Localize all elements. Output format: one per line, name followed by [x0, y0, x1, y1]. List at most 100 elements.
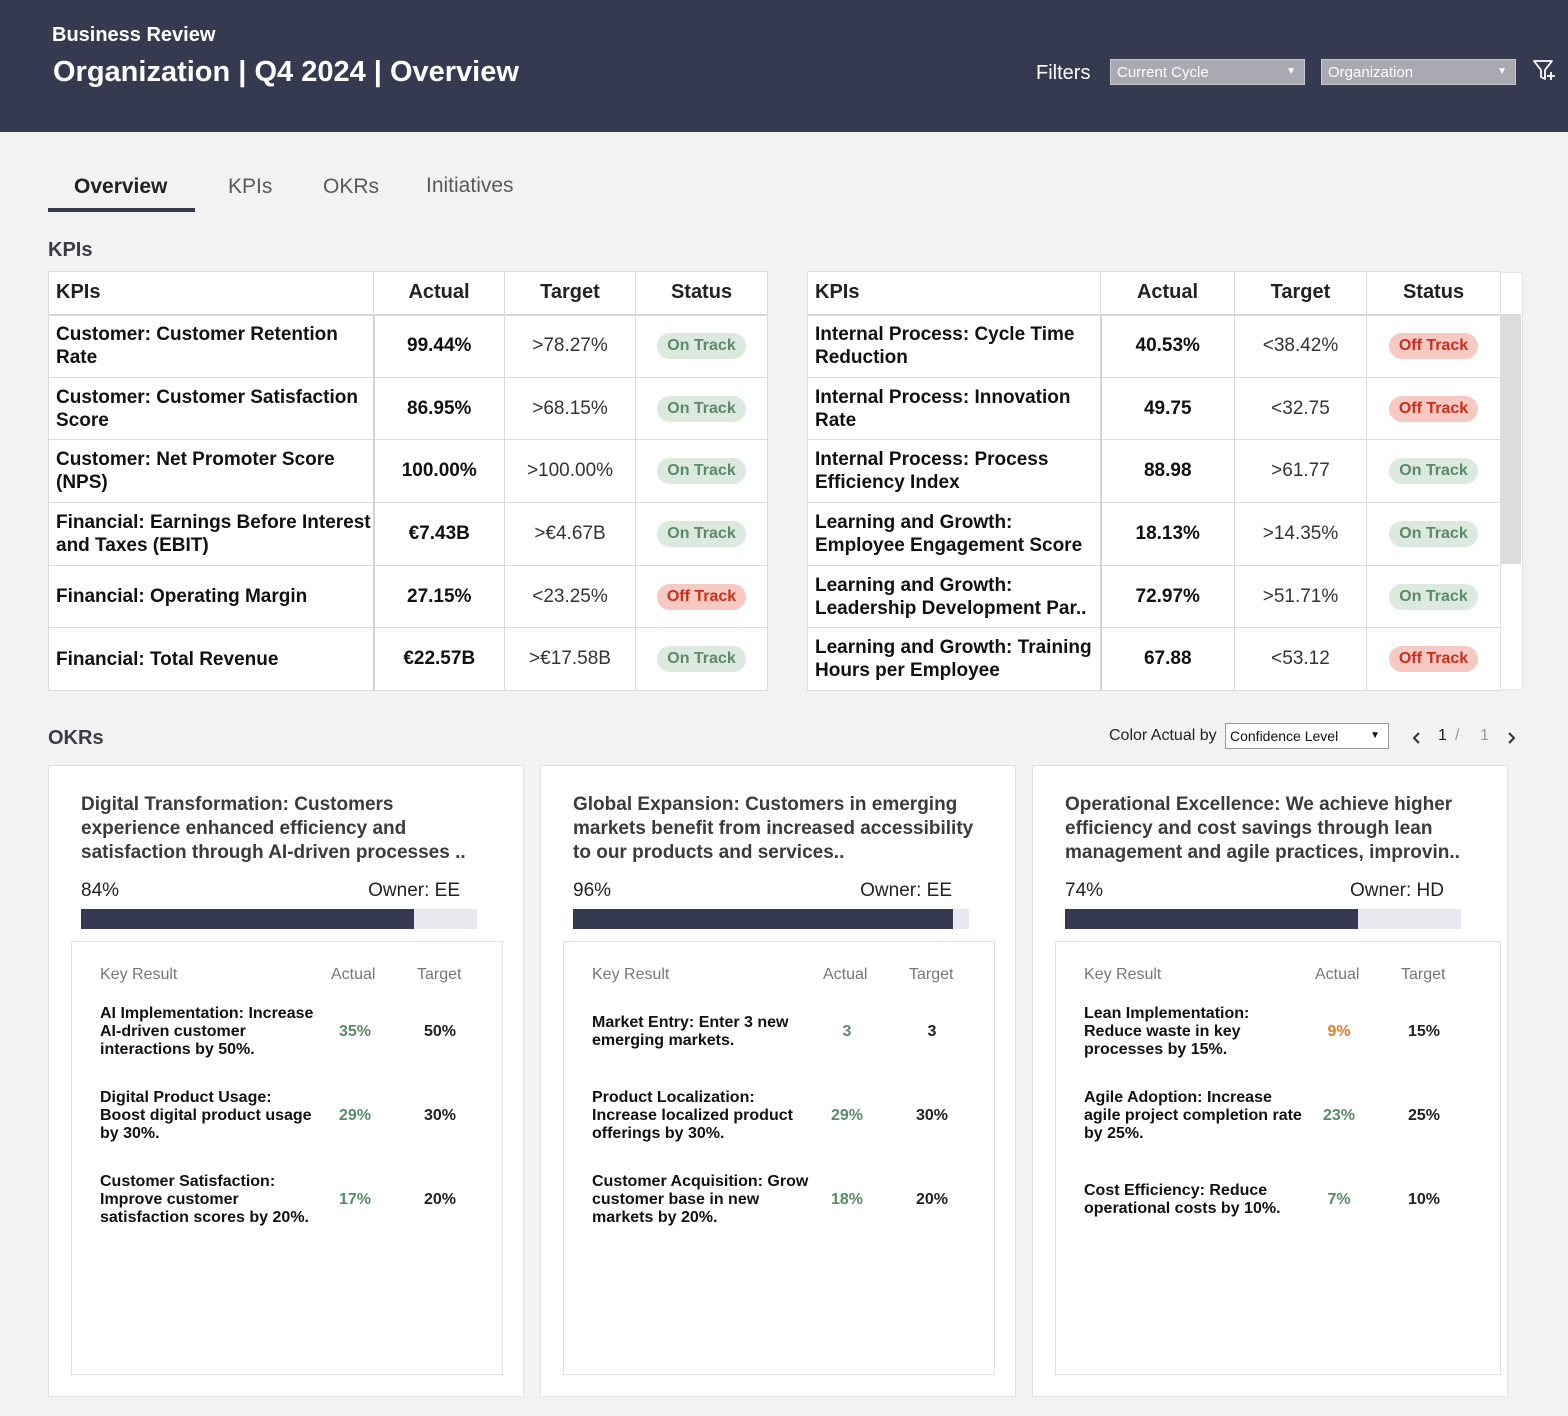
kpi-actual: €22.57B — [373, 627, 505, 692]
kpi-target: >51.71% — [1234, 564, 1367, 629]
okr-progress-label: 84% — [81, 880, 120, 901]
actual-header: Actual — [823, 966, 868, 983]
kpi-row[interactable]: Learning and Growth: Training Hours per … — [807, 627, 1501, 692]
key-results-panel: Key Result Actual Target AI Implementation:… — [71, 941, 503, 1375]
tab-initiatives[interactable]: Initiatives — [426, 174, 514, 197]
key-result-actual: 29% — [830, 1107, 864, 1124]
kpi-section-title: KPIs — [48, 239, 93, 261]
tab-kpis[interactable]: KPIs — [228, 175, 273, 198]
kpi-actual: 49.75 — [1100, 376, 1235, 441]
kpi-name: Customer: Customer Satisfaction Score — [48, 376, 375, 441]
kpi-row[interactable]: Internal Process: Cycle Time Reduction 40… — [807, 314, 1501, 378]
filter-icon[interactable] — [1532, 58, 1558, 84]
kpi-row[interactable]: Financial: Earnings Before Interest and … — [48, 502, 768, 566]
tab-okrs[interactable]: OKRs — [323, 175, 380, 198]
key-result-target: 10% — [1407, 1191, 1441, 1208]
kpi-target: <32.75 — [1234, 376, 1367, 441]
column-header-target[interactable]: Target — [1234, 271, 1367, 316]
okr-progress-label: 96% — [573, 880, 612, 901]
key-result-row[interactable]: Cost Efficiency: Reduce operational cost… — [1084, 1158, 1514, 1242]
okr-title: Operational Excellence: We achieve highe… — [1065, 794, 1460, 863]
column-header-target[interactable]: Target — [504, 271, 636, 316]
key-result-row[interactable]: Lean Implementation: Reduce waste in key… — [1084, 990, 1514, 1074]
column-header-kpis[interactable]: KPIs — [48, 271, 374, 316]
kpi-status-cell: On Track — [635, 439, 768, 504]
kpi-row[interactable]: Internal Process: Process Efficiency Ind… — [807, 439, 1501, 504]
color-actual-by-label: Color Actual by — [1109, 727, 1217, 744]
kpi-name: Financial: Operating Margin — [48, 564, 375, 629]
key-result-row[interactable]: Market Entry: Enter 3 new emerging marke… — [592, 990, 1022, 1074]
okr-owner: Owner: EE — [860, 880, 952, 901]
kpi-status-cell: On Track — [635, 314, 768, 378]
kpi-target: <38.42% — [1234, 314, 1367, 378]
okr-card[interactable]: Operational Excellence: We achieve highe… — [1032, 765, 1508, 1397]
column-header-status[interactable]: Status — [1366, 271, 1501, 316]
kpi-status-cell: On Track — [635, 502, 768, 566]
key-result-row[interactable]: Customer Satisfaction: Improve customer … — [100, 1158, 530, 1242]
active-tab-indicator — [48, 208, 195, 212]
kpi-target: >100.00% — [504, 439, 636, 504]
key-result-name: Product Localization: Increase localized… — [592, 1089, 793, 1142]
kpi-name: Customer: Net Promoter Score (NPS) — [48, 439, 375, 504]
okr-progress-fill — [81, 909, 414, 929]
page-separator: / — [1455, 727, 1460, 744]
kpi-status-cell: Off Track — [1366, 314, 1501, 378]
organization-filter-select[interactable]: Organization ▼ — [1321, 59, 1516, 85]
key-result-row[interactable]: Customer Acquisition: Grow customer base… — [592, 1158, 1022, 1242]
chevron-left-icon[interactable] — [1410, 730, 1424, 746]
status-badge: Off Track — [1388, 395, 1479, 422]
kpi-row[interactable]: Customer: Net Promoter Score (NPS) 100.00… — [48, 439, 768, 504]
tab-overview[interactable]: Overview — [74, 175, 168, 198]
column-header-kpis[interactable]: KPIs — [807, 271, 1101, 316]
cycle-filter-select[interactable]: Current Cycle ▼ — [1110, 59, 1305, 85]
key-result-row[interactable]: AI Implementation: Increase AI-driven cu… — [100, 990, 530, 1074]
color-actual-by-value: Confidence Level — [1230, 728, 1339, 744]
kpi-name: Internal Process: Cycle Time Reduction — [807, 314, 1102, 378]
okr-owner: Owner: EE — [368, 880, 460, 901]
chevron-down-icon: ▼ — [1497, 66, 1507, 77]
page-subtitle: Business Review — [52, 24, 216, 46]
kpi-row[interactable]: Customer: Customer Retention Rate 99.44% >… — [48, 314, 768, 378]
kpi-actual: 67.88 — [1100, 627, 1235, 692]
page-current: 1 — [1438, 727, 1447, 744]
key-result-name: AI Implementation: Increase AI-driven cu… — [100, 1005, 314, 1058]
key-result-row[interactable]: Agile Adoption: Increase agile project c… — [1084, 1074, 1514, 1158]
kpi-row[interactable]: Learning and Growth: Leadership Developm… — [807, 564, 1501, 629]
key-result-target: 15% — [1407, 1023, 1441, 1040]
okr-card[interactable]: Digital Transformation: Customers experi… — [48, 765, 524, 1397]
okr-progress-bar — [81, 909, 477, 929]
color-actual-by-select[interactable]: Confidence Level ▼ — [1225, 723, 1389, 749]
column-header-actual[interactable]: Actual — [1100, 271, 1235, 316]
organization-filter-value: Organization — [1328, 64, 1414, 81]
kpi-table-scrollbar-thumb[interactable] — [1500, 314, 1521, 564]
column-header-status[interactable]: Status — [635, 271, 768, 316]
kpi-name: Learning and Growth: Leadership Developm… — [807, 564, 1102, 629]
kpi-target: <23.25% — [504, 564, 636, 629]
okr-progress-bar — [573, 909, 969, 929]
key-result-name: Customer Acquisition: Grow customer base… — [592, 1173, 809, 1226]
kpi-target: >€4.67B — [504, 502, 636, 566]
kpi-row[interactable]: Financial: Operating Margin 27.15% <23.25%… — [48, 564, 768, 629]
okr-card[interactable]: Global Expansion: Customers in emerging … — [540, 765, 1016, 1397]
kpi-row[interactable]: Financial: Total Revenue €22.57B >€17.58B O… — [48, 627, 768, 692]
kpi-actual: 100.00% — [373, 439, 505, 504]
key-result-row[interactable]: Product Localization: Increase localized… — [592, 1074, 1022, 1158]
kpi-target: >€17.58B — [504, 627, 636, 692]
kpi-row[interactable]: Learning and Growth: Employee Engagement… — [807, 502, 1501, 566]
kpi-status-cell: Off Track — [1366, 376, 1501, 441]
kpi-row[interactable]: Customer: Customer Satisfaction Score 86.… — [48, 376, 768, 441]
chevron-right-icon[interactable] — [1504, 730, 1518, 746]
target-header: Target — [909, 966, 954, 983]
key-results-panel: Key Result Actual Target Market Entry: Ente… — [563, 941, 995, 1375]
key-result-actual: 17% — [338, 1191, 372, 1208]
key-result-row[interactable]: Digital Product Usage: Boost digital pro… — [100, 1074, 530, 1158]
kpi-actual: 18.13% — [1100, 502, 1235, 566]
kpi-status-cell: On Track — [635, 376, 768, 441]
kpi-actual: 86.95% — [373, 376, 505, 441]
target-header: Target — [1401, 966, 1446, 983]
kpi-name: Internal Process: Process Efficiency Ind… — [807, 439, 1102, 504]
column-header-actual[interactable]: Actual — [373, 271, 505, 316]
kpi-table-left: KPIs Actual Target Status Customer: Cust… — [48, 271, 768, 692]
key-result-name: Lean Implementation: Reduce waste in key… — [1084, 1005, 1250, 1058]
kpi-row[interactable]: Internal Process: Innovation Rate 49.75 <3… — [807, 376, 1501, 441]
